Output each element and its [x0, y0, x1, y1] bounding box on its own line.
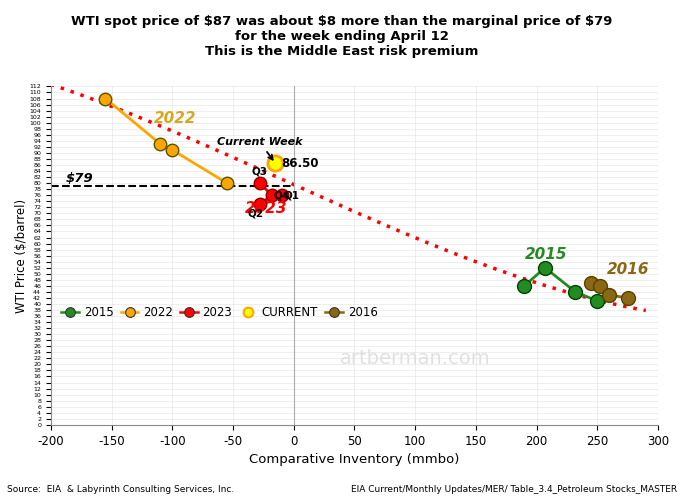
Text: 2022: 2022 — [154, 111, 196, 125]
Text: 86.50: 86.50 — [282, 157, 319, 170]
Text: 2016: 2016 — [607, 262, 649, 277]
X-axis label: Comparative Inventory (mmbo): Comparative Inventory (mmbo) — [249, 453, 460, 466]
Y-axis label: WTI Price ($/barrel): WTI Price ($/barrel) — [15, 198, 28, 312]
Text: Source:  EIA  & Labyrinth Consulting Services, Inc.: Source: EIA & Labyrinth Consulting Servi… — [7, 485, 234, 494]
Text: Q1: Q1 — [284, 190, 300, 200]
Text: EIA Current/Monthly Updates/MER/ Table_3.4_Petroleum Stocks_MASTER: EIA Current/Monthly Updates/MER/ Table_3… — [351, 485, 677, 494]
Text: Q3: Q3 — [251, 166, 267, 176]
Text: Current Week: Current Week — [217, 137, 302, 160]
Text: Q4: Q4 — [273, 190, 289, 200]
Text: Q2: Q2 — [248, 208, 263, 218]
Legend: 2015, 2022, 2023, CURRENT, 2016: 2015, 2022, 2023, CURRENT, 2016 — [57, 302, 382, 324]
Text: WTI spot price of $87 was about $8 more than the marginal price of $79
for the w: WTI spot price of $87 was about $8 more … — [71, 15, 613, 58]
Text: 2015: 2015 — [525, 247, 567, 262]
Text: 2023: 2023 — [245, 201, 288, 216]
Text: $79: $79 — [66, 172, 93, 185]
Text: artberman.com: artberman.com — [340, 349, 490, 368]
